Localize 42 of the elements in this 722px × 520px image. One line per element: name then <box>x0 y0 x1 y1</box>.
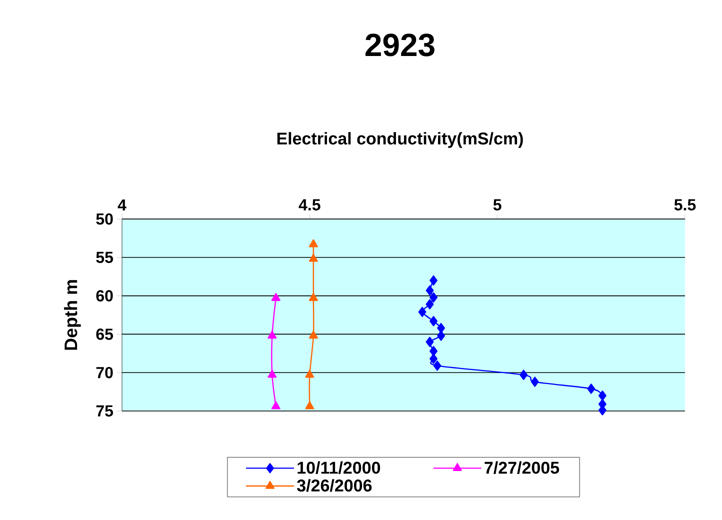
y-tick-label: 75 <box>96 405 114 417</box>
x-tick-label: 5 <box>493 199 502 210</box>
point <box>426 336 434 347</box>
point <box>430 316 438 326</box>
y-tick-label: 50 <box>96 213 113 225</box>
y-tick-label: 65 <box>96 328 114 340</box>
point <box>305 370 314 378</box>
point <box>268 370 277 378</box>
point <box>437 330 446 341</box>
point <box>587 384 596 394</box>
x-tick-label: 4 <box>118 199 126 210</box>
y-tick-label: 60 <box>96 290 113 302</box>
x-axis-title: Electrical conductivity(mS/cm) <box>277 132 523 148</box>
point <box>430 275 438 286</box>
point <box>308 254 318 262</box>
point <box>430 346 438 356</box>
point <box>308 293 318 301</box>
y-tick-label: 70 <box>96 366 113 378</box>
point <box>305 401 314 410</box>
point <box>426 299 434 310</box>
point <box>271 401 280 410</box>
chart-title: 2923 <box>366 34 434 56</box>
x-tick-label: 5.5 <box>674 199 696 210</box>
point <box>308 239 318 248</box>
y-tick-label: 55 <box>96 252 114 263</box>
point <box>520 370 528 380</box>
point <box>430 292 438 302</box>
legend-label: 7/27/2005 <box>484 461 560 474</box>
legend-label: 10/11/2000 <box>298 461 380 474</box>
point <box>426 285 434 296</box>
legend-label: 3/26/2006 <box>297 479 372 492</box>
point <box>268 330 277 339</box>
point <box>437 322 446 334</box>
point <box>308 330 318 339</box>
point <box>598 390 606 401</box>
y-axis-title: Depth m <box>64 280 81 350</box>
point <box>271 293 280 301</box>
x-tick-label: 4.5 <box>298 199 320 210</box>
point <box>418 306 426 318</box>
point <box>433 360 442 371</box>
point <box>430 354 438 364</box>
point <box>530 376 539 387</box>
